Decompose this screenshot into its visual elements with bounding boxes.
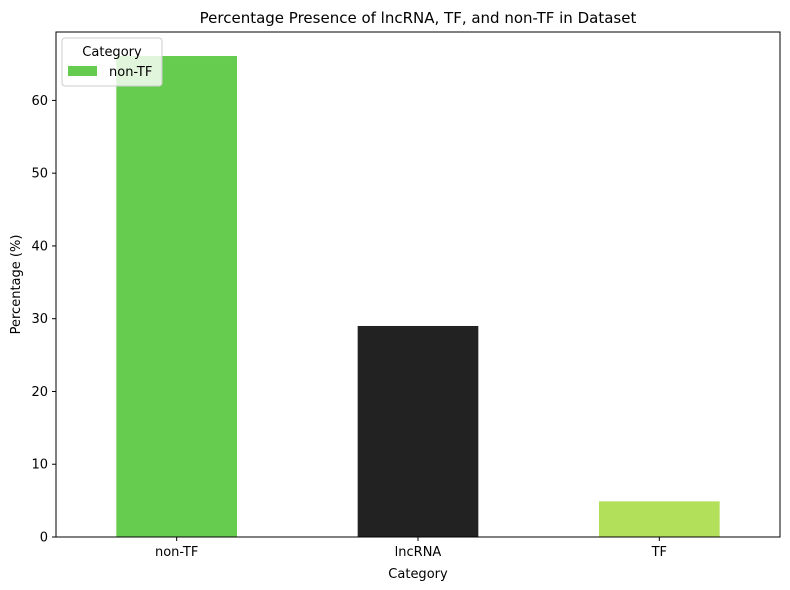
y-tick-label-60: 60 bbox=[31, 94, 48, 109]
plot-frame bbox=[55, 31, 781, 538]
bar-non-tf bbox=[116, 56, 237, 537]
y-tick-label-10: 10 bbox=[31, 458, 48, 473]
legend-title: Category bbox=[82, 45, 142, 60]
bar-tf bbox=[599, 501, 720, 537]
y-tick-label-50: 50 bbox=[31, 167, 48, 182]
bar-lncrna bbox=[357, 325, 479, 537]
legend: Category non-TF bbox=[61, 37, 163, 87]
legend-swatch-non-tf bbox=[68, 66, 97, 76]
x-tick-label-tf: TF bbox=[651, 545, 667, 560]
x-tick-label-non-tf: non-TF bbox=[155, 545, 198, 560]
y-axis-label: Percentage (%) bbox=[9, 235, 24, 335]
legend-label-non-tf: non-TF bbox=[109, 65, 152, 80]
y-tick-label-0: 0 bbox=[40, 531, 48, 546]
x-axis-label: Category bbox=[388, 567, 448, 582]
y-tick-label-20: 20 bbox=[31, 385, 48, 400]
bars bbox=[116, 56, 720, 537]
y-tick-label-30: 30 bbox=[31, 312, 48, 327]
y-tick-label-40: 40 bbox=[31, 239, 48, 254]
chart-title: Percentage Presence of lncRNA, TF, and n… bbox=[200, 9, 637, 27]
x-axis: non-TF lncRNA TF bbox=[155, 537, 667, 560]
x-tick-label-lncrna: lncRNA bbox=[395, 545, 442, 560]
y-axis: 0 10 20 30 40 50 60 bbox=[31, 94, 56, 546]
